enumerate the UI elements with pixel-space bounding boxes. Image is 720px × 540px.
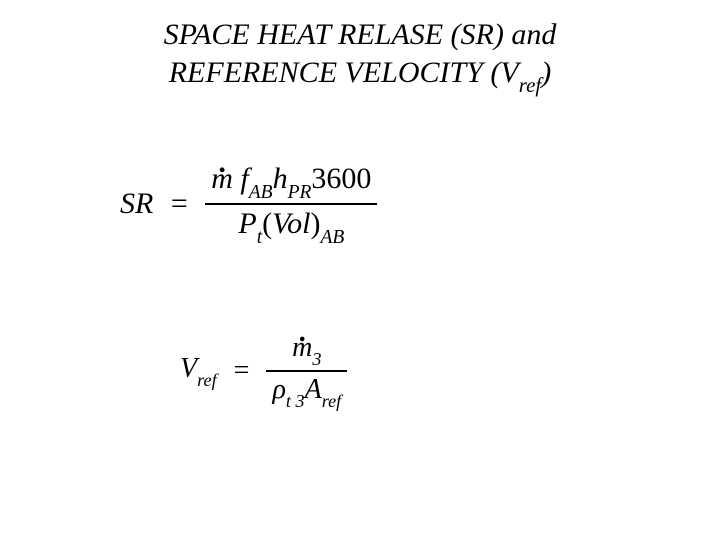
eq-vref-V-sub: ref [197, 370, 217, 390]
title-line-2-pre: REFERENCE VELOCITY (V [169, 56, 519, 89]
title-line-1: SPACE HEAT RELASE (SR) and [164, 18, 557, 51]
eq-vref-A: A [305, 374, 322, 405]
eq-sr-rpar-sub: AB [320, 227, 344, 248]
eq-sr-h-sub: PR [288, 182, 312, 203]
eq-sr-P: P [238, 207, 256, 240]
eq-sr-rpar: ) [310, 207, 320, 240]
eq-sr-fraction: m fABhPR3600 Pt(Vol)AB [205, 160, 377, 248]
eq-sr-P-sub: t [257, 227, 262, 248]
equation-sr: SR = m fABhPR3600 Pt(Vol)AB [120, 160, 377, 248]
eq-sr-f-sub: AB [249, 182, 273, 203]
eq-vref-A-sub: ref [322, 391, 342, 411]
eq-vref-equals: = [224, 355, 260, 387]
eq-vref-numerator: m3 [266, 330, 347, 372]
eq-sr-h: h [273, 162, 288, 195]
page-title: SPACE HEAT RELASE (SR) and REFERENCE VEL… [0, 16, 720, 95]
eq-vref-V: V [180, 353, 197, 384]
eq-sr-lpar: ( [262, 207, 272, 240]
eq-vref-rho: ρ [272, 374, 285, 405]
title-line-2-post: ) [541, 56, 551, 89]
eq-sr-3600: 3600 [311, 162, 371, 195]
eq-sr-lhs: SR [120, 187, 153, 221]
eq-vref-rho-sub: t 3 [286, 391, 305, 411]
eq-vref-lhs: Vref [180, 353, 217, 389]
eq-vref-m-sub: 3 [312, 349, 321, 369]
eq-sr-mdot: m [211, 162, 233, 196]
eq-vref-fraction: m3 ρt 3Aref [266, 330, 347, 411]
eq-vref-mdot: m [292, 332, 312, 364]
eq-sr-denominator: Pt(Vol)AB [205, 205, 377, 248]
eq-sr-equals: = [161, 187, 198, 221]
slide: SPACE HEAT RELASE (SR) and REFERENCE VEL… [0, 0, 720, 540]
eq-sr-vol: Vol [272, 207, 310, 240]
eq-sr-f: f [233, 162, 249, 195]
equation-vref: Vref = m3 ρt 3Aref [180, 330, 347, 411]
title-vref-subscript: ref [519, 73, 542, 97]
eq-sr-numerator: m fABhPR3600 [205, 160, 377, 205]
eq-vref-denominator: ρt 3Aref [266, 372, 347, 412]
